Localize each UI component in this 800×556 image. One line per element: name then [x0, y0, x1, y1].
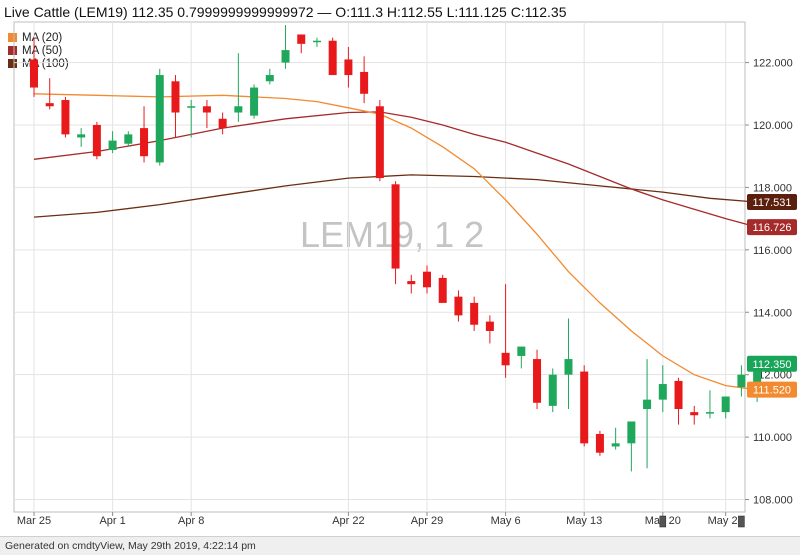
x-tick-label: May 6	[491, 515, 521, 527]
candle-body	[187, 106, 196, 108]
x-tick-label: May 13	[566, 515, 602, 527]
candle-body	[250, 87, 259, 116]
candle-body	[438, 277, 447, 303]
chart-title: Live Cattle (LEM19) 112.35 0.79999999999…	[4, 4, 567, 20]
candle-body	[218, 118, 227, 129]
candle-body	[548, 374, 557, 406]
candle-body	[45, 103, 54, 107]
candle-body	[595, 433, 604, 453]
candle-body	[265, 75, 274, 82]
candle-body	[171, 81, 180, 113]
price-tag-label: 116.726	[753, 222, 792, 234]
candle-body	[124, 134, 133, 144]
candle-body	[375, 106, 384, 179]
candle-body	[611, 443, 620, 447]
y-tick-label: 116.000	[753, 245, 792, 257]
ma20-line	[33, 93, 758, 391]
legend-item-ma20[interactable]: MA (20)	[8, 31, 69, 44]
legend-swatch-ma100	[8, 59, 17, 68]
y-tick-label: 122.000	[753, 58, 793, 70]
candle-body	[108, 140, 117, 150]
candle-body	[627, 421, 636, 444]
candle-body	[407, 281, 416, 285]
candle-body	[737, 374, 746, 388]
candle-body	[297, 34, 306, 44]
candle-body	[753, 363, 762, 397]
y-tick-label: 110.000	[753, 432, 792, 444]
candle-body	[470, 302, 479, 325]
y-tick-label: 114.000	[753, 307, 792, 319]
x-tick-label: Mar 25	[17, 515, 51, 527]
candle-body	[92, 124, 101, 157]
candle-body	[30, 59, 38, 88]
legend-label-ma50: MA (50)	[22, 44, 63, 57]
candle-body	[485, 321, 494, 331]
candle-body	[312, 40, 321, 43]
candle-body	[423, 271, 431, 288]
y-tick-label: 112.000	[753, 370, 792, 382]
y-tick-label: 120.000	[753, 120, 793, 132]
x-tick-label: May 27	[708, 515, 744, 527]
price-tag-label: 117.531	[753, 197, 792, 209]
candle-body	[690, 412, 699, 416]
y-tick-label: 118.000	[753, 182, 792, 194]
x-tick-label: Apr 8	[178, 515, 204, 527]
footer-generated: Generated on cmdtyView, May 29th 2019, 4…	[0, 536, 800, 555]
candle-body	[391, 184, 400, 269]
event-marker	[659, 515, 667, 528]
candle-body	[328, 40, 337, 76]
legend-swatch-ma20	[8, 33, 17, 42]
candle-body	[721, 396, 730, 413]
candle-body	[281, 50, 290, 63]
x-tick-label: Apr 29	[411, 515, 443, 527]
x-tick-label: Apr 22	[332, 515, 364, 527]
candlestick-chart[interactable]: 108.000 110.000 112.000 114.000 116.000 118.0…	[0, 0, 800, 536]
event-marker	[738, 515, 745, 528]
x-tick-label: Apr 1	[99, 515, 125, 527]
price-tag	[747, 194, 797, 211]
candle-body	[564, 359, 573, 375]
ma100-line	[33, 174, 758, 218]
candle-body	[580, 371, 589, 444]
candle-body	[705, 412, 714, 414]
legend-item-ma50[interactable]: MA (50)	[8, 44, 69, 57]
price-tag	[747, 219, 797, 236]
candle-body	[155, 75, 164, 163]
candle-body	[517, 346, 526, 356]
y-tick-label: 108.000	[753, 495, 793, 507]
candle-body	[140, 128, 149, 157]
candle-body	[643, 399, 652, 410]
candle-body	[202, 106, 211, 113]
candle-body	[61, 100, 70, 135]
legend-label-ma20: MA (20)	[22, 31, 63, 44]
price-tag-label: 111.520	[753, 385, 791, 397]
candle-body	[501, 352, 510, 366]
price-tag-label: 112.350	[753, 359, 792, 371]
plot-frame	[13, 21, 746, 513]
candle-body	[454, 296, 463, 316]
candle-body	[533, 359, 542, 403]
price-tag	[747, 355, 797, 372]
candle-body	[674, 380, 683, 410]
candle-body	[658, 384, 667, 400]
legend-swatch-ma50	[8, 46, 17, 55]
candle-body	[234, 106, 243, 113]
price-tag	[747, 381, 797, 398]
candle-body	[360, 71, 369, 94]
candle-body	[77, 134, 86, 138]
candle-body	[344, 59, 353, 76]
